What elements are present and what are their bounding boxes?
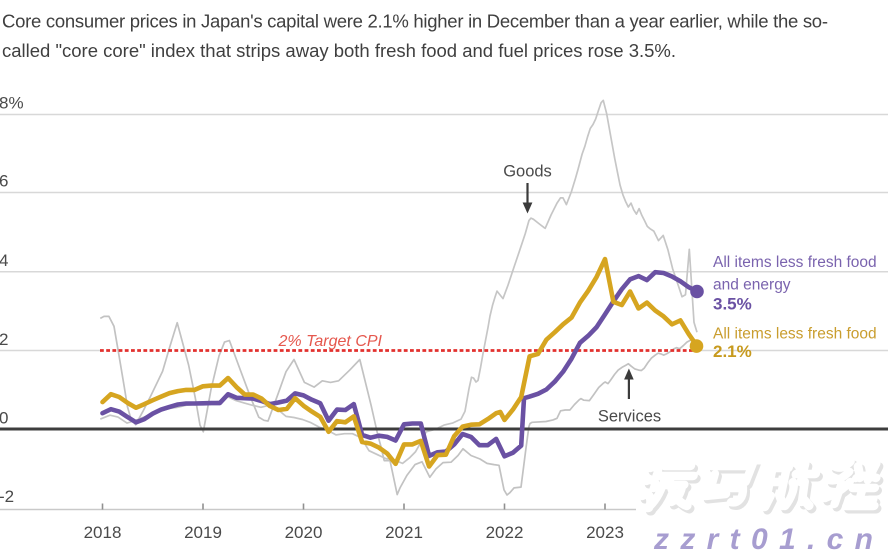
- svg-text:zzrt01.cn: zzrt01.cn: [653, 523, 884, 553]
- svg-text:Services: Services: [598, 408, 661, 426]
- svg-text:Core consumer prices in Japan': Core consumer prices in Japan's capital …: [2, 11, 828, 32]
- svg-text:All items less fresh food: All items less fresh food: [713, 326, 877, 343]
- svg-text:2% Target CPI: 2% Target CPI: [278, 333, 383, 350]
- svg-text:2022: 2022: [486, 523, 524, 542]
- svg-text:All items less fresh food: All items less fresh food: [713, 254, 877, 271]
- svg-text:2.1%: 2.1%: [713, 342, 752, 361]
- svg-text:8%: 8%: [0, 94, 24, 113]
- svg-text:2019: 2019: [184, 523, 222, 542]
- svg-text:2: 2: [0, 330, 8, 349]
- svg-text:6: 6: [0, 172, 8, 191]
- svg-text:4: 4: [0, 251, 8, 270]
- svg-text:called "core core" index that: called "core core" index that strips awa…: [2, 40, 676, 61]
- svg-text:2023: 2023: [586, 523, 624, 542]
- svg-text:Goods: Goods: [503, 163, 552, 181]
- svg-text:2021: 2021: [385, 523, 423, 542]
- svg-text:-2: -2: [0, 487, 14, 506]
- svg-text:and energy: and energy: [713, 277, 791, 294]
- svg-text:2018: 2018: [84, 523, 122, 542]
- svg-text:3.5%: 3.5%: [713, 295, 752, 314]
- svg-text:2020: 2020: [285, 523, 323, 542]
- svg-text:0: 0: [0, 408, 8, 427]
